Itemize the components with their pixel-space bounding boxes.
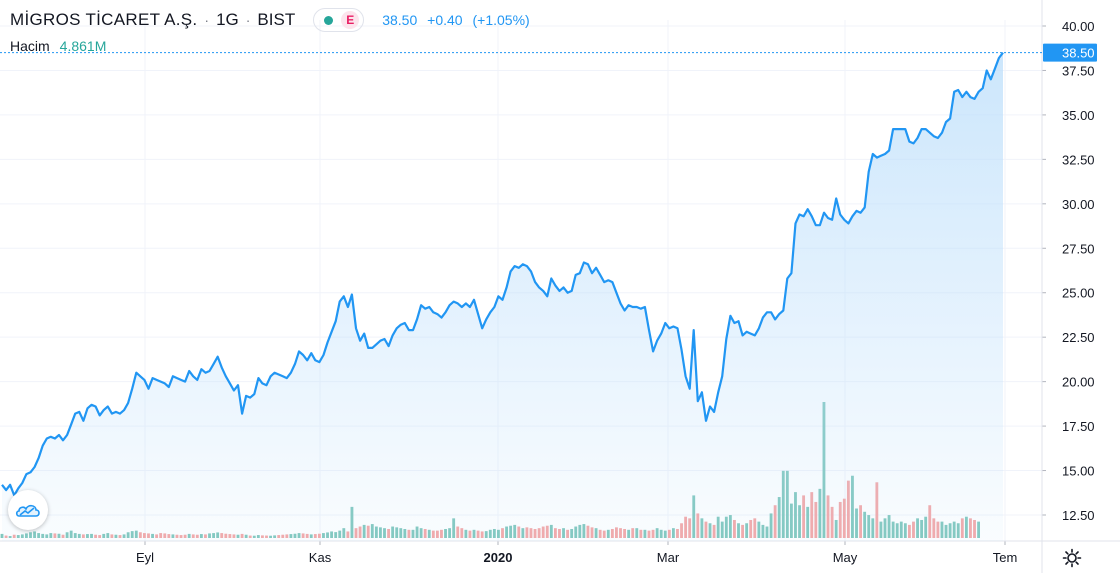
price-change-percent: (+1.05%) xyxy=(472,12,530,28)
legend-separator: · xyxy=(245,12,251,28)
y-tick-label: 27.50 xyxy=(1062,241,1095,256)
x-tick-label: Tem xyxy=(993,550,1018,565)
x-tick-label: May xyxy=(833,550,858,565)
earnings-badge[interactable]: E xyxy=(341,11,360,29)
symbol-name[interactable]: MİGROS TİCARET A.Ş. xyxy=(10,10,198,29)
y-tick-label: 15.00 xyxy=(1062,464,1095,479)
y-tick-label: 40.00 xyxy=(1062,19,1095,34)
x-tick-label: Eyl xyxy=(136,550,154,565)
y-tick-label: 20.00 xyxy=(1062,375,1095,390)
volume-label[interactable]: Hacim xyxy=(10,38,50,54)
market-open-icon xyxy=(324,15,334,25)
y-tick-label: 17.50 xyxy=(1062,419,1095,434)
y-tick-label: 25.00 xyxy=(1062,286,1095,301)
y-tick-label: 35.00 xyxy=(1062,108,1095,123)
last-price-tag-label: 38.50 xyxy=(1062,46,1095,61)
exchange-label: BIST xyxy=(257,10,296,29)
tradingview-cloud-icon[interactable] xyxy=(8,490,48,530)
y-tick-label: 37.50 xyxy=(1062,63,1095,78)
volume-legend: Hacim 4.861M xyxy=(10,38,106,54)
status-badges[interactable]: E xyxy=(313,8,365,32)
symbol-legend: MİGROS TİCARET A.Ş. · 1G · BIST E 38.50 … xyxy=(10,8,536,32)
x-tick-label: 2020 xyxy=(484,550,513,565)
price-info: 38.50 +0.40 (+1.05%) xyxy=(382,12,535,28)
y-tick-label: 22.50 xyxy=(1062,330,1095,345)
gear-icon[interactable] xyxy=(1058,545,1086,571)
price-line xyxy=(1,52,1004,497)
timeframe-label[interactable]: 1G xyxy=(216,10,239,29)
x-tick-label: Kas xyxy=(309,550,332,565)
logo-glyph xyxy=(15,504,40,517)
price-change: +0.40 xyxy=(427,12,463,28)
y-tick-label: 30.00 xyxy=(1062,197,1095,212)
volume-value: 4.861M xyxy=(59,38,107,54)
x-tick-label: Mar xyxy=(657,550,680,565)
price-area xyxy=(2,52,1003,541)
legend-separator: · xyxy=(204,12,210,28)
last-price: 38.50 xyxy=(382,12,418,28)
y-tick-label: 32.50 xyxy=(1062,152,1095,167)
last-price-tag xyxy=(1043,43,1097,62)
y-tick-label: 12.50 xyxy=(1062,508,1095,523)
gear-glyph xyxy=(1062,548,1082,568)
